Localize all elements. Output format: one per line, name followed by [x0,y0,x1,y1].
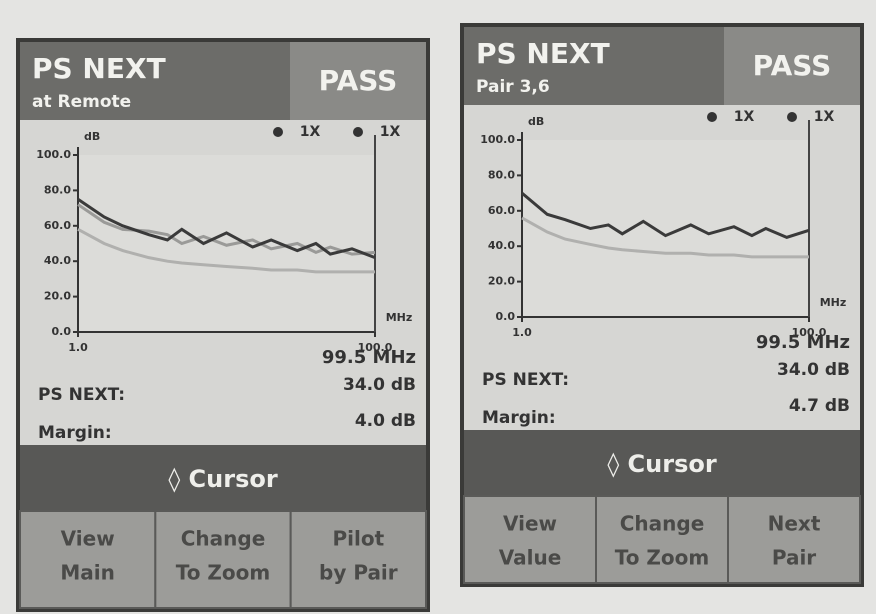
softkey-label: To Zoom [615,546,710,570]
zoom-dot [787,112,797,122]
softkey[interactable] [728,496,860,583]
softkey-label: Change [181,527,266,551]
x-tick-label: 1.0 [512,326,532,339]
softkey-label: Change [620,512,705,536]
readout-value: 34.0 dB [343,375,416,395]
zoom-label: 1X [380,124,401,140]
screen-photo: PS NEXT at Remote PASS dB MHz 1X 1X 0.0 20.0 40.0… [0,0,876,614]
status: PASS [753,49,832,82]
readout-frequency: 99.5 MHz [322,347,416,368]
softkey-label: Next [768,512,821,536]
readout-label: Margin: [38,423,112,443]
y-tick-label: 20.0 [488,275,515,288]
softkey-label: View [503,512,557,536]
zoom-label: 1X [734,109,755,125]
readout-value: 34.0 dB [777,360,850,380]
y-tick-label: 80.0 [488,168,515,181]
zoom-dot [273,127,283,137]
zoom-label: 1X [300,124,321,140]
plot-area [78,155,375,332]
y-tick-label: 80.0 [44,183,71,196]
x-axis-label: MHz [820,296,847,309]
y-axis-label: dB [528,115,544,128]
readout-value: 4.7 dB [789,396,850,416]
y-tick-label: 20.0 [44,290,71,303]
cursor-label: ◊ Cursor [607,450,717,478]
title: PS NEXT [32,52,166,85]
y-tick-label: 60.0 [488,204,515,217]
softkey-label: Pair [772,546,816,570]
y-tick-label: 0.0 [496,310,516,323]
cursor-label: ◊ Cursor [168,465,278,493]
readout-label: PS NEXT: [482,370,569,390]
softkey[interactable] [464,496,596,583]
softkey-label: Value [499,546,562,570]
zoom-label: 1X [814,109,835,125]
softkey-label: by Pair [319,561,398,585]
y-axis-label: dB [84,130,100,143]
zoom-dot [707,112,717,122]
readout-label: Margin: [482,408,556,428]
subtitle: Pair 3,6 [476,77,550,97]
softkey-label: View [61,527,115,551]
title: PS NEXT [476,37,610,70]
status: PASS [319,64,398,97]
readout-label: PS NEXT: [38,385,125,405]
x-axis-label: MHz [386,311,413,324]
readout-value: 4.0 dB [355,411,416,431]
readout-frequency: 99.5 MHz [756,332,850,353]
y-tick-label: 0.0 [52,325,72,338]
x-tick-label: 1.0 [68,341,88,354]
y-tick-label: 100.0 [36,148,71,161]
y-tick-label: 40.0 [488,239,515,252]
softkey-label: To Zoom [176,561,271,585]
y-tick-label: 100.0 [480,133,515,146]
subtitle: at Remote [32,92,131,112]
zoom-dot [353,127,363,137]
softkey-label: Pilot [332,527,384,551]
y-tick-label: 60.0 [44,219,71,232]
y-tick-label: 40.0 [44,254,71,267]
softkey-label: Main [60,561,115,585]
softkey[interactable] [596,496,728,583]
